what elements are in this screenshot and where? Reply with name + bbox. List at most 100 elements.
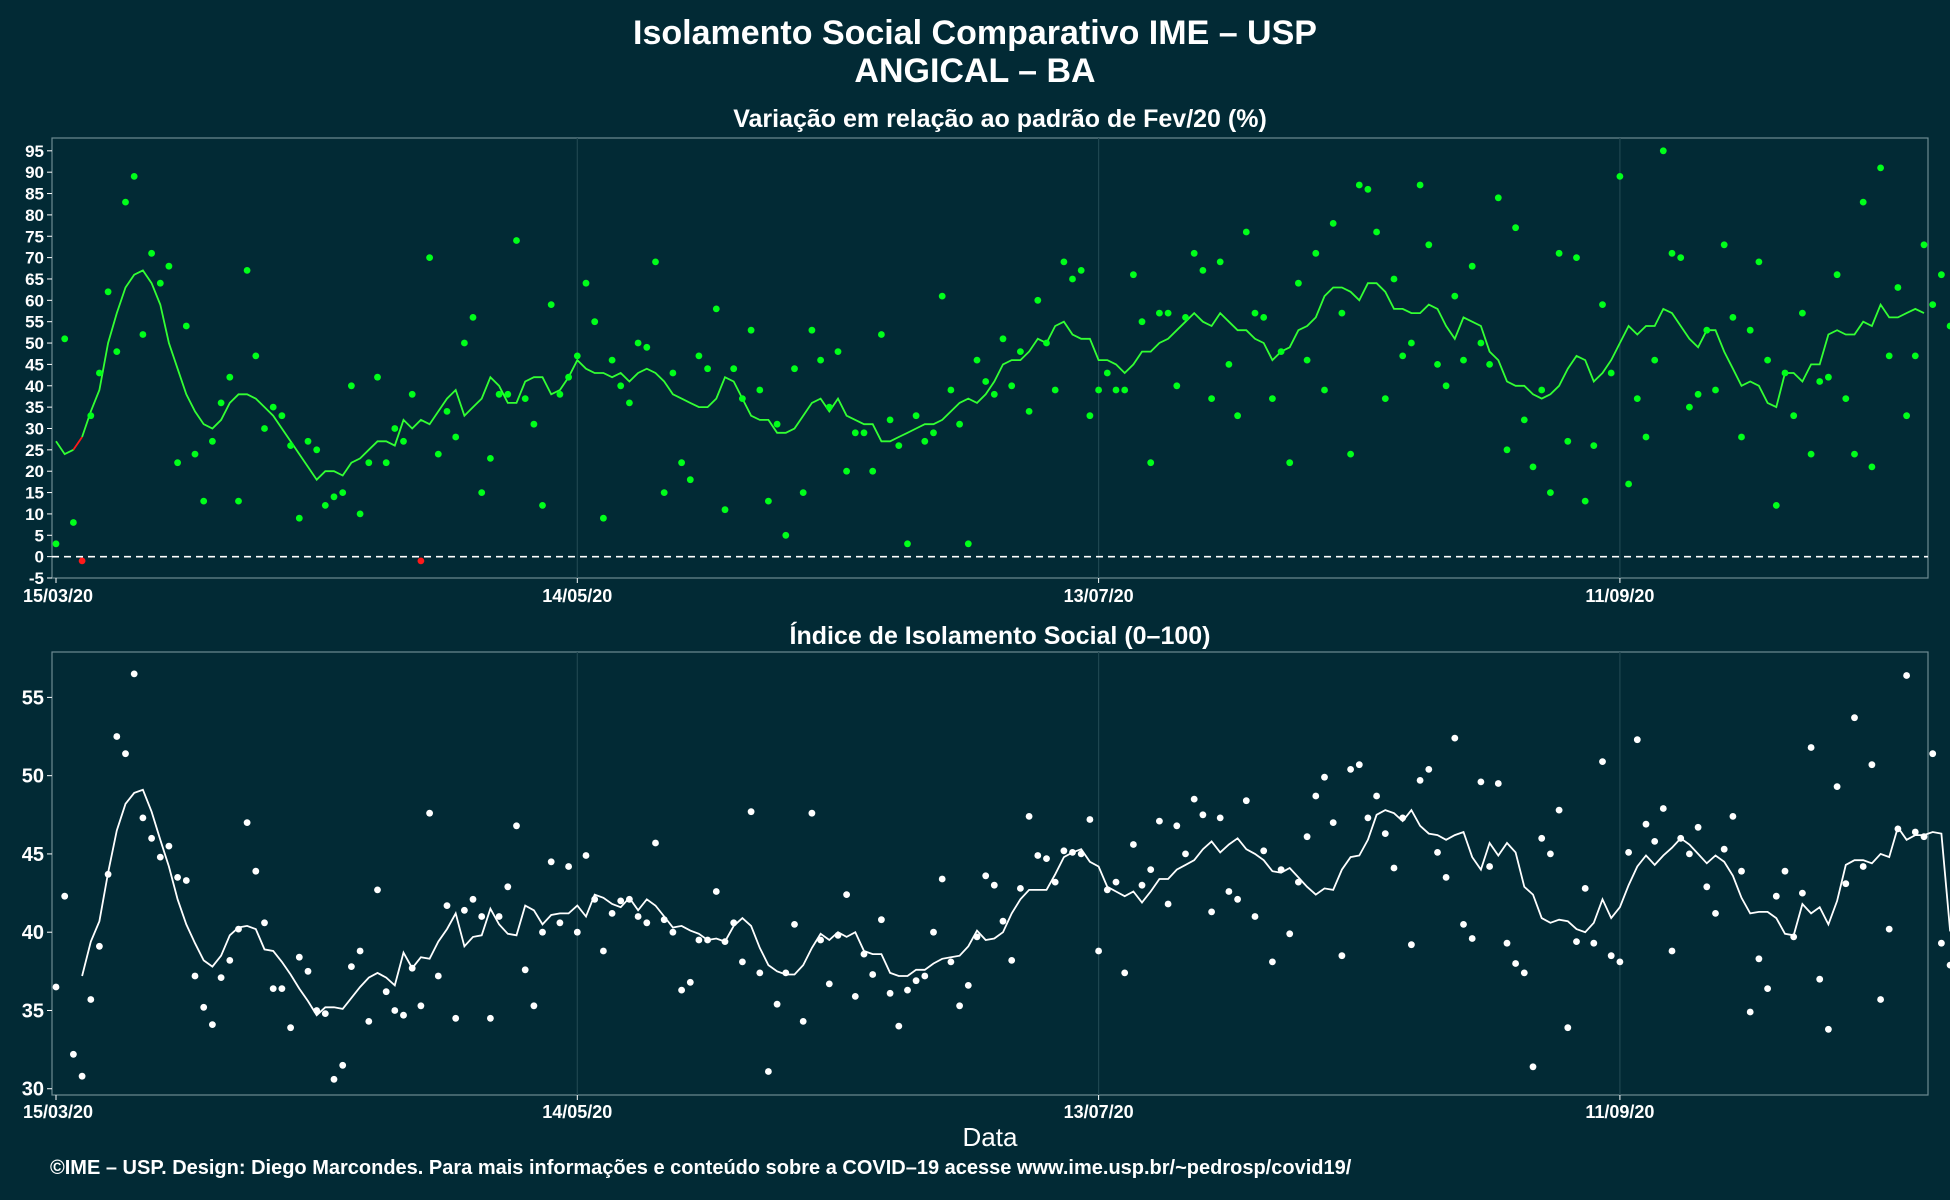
x-tick-label: 11/09/20 [1585, 586, 1654, 606]
data-point [1694, 823, 1702, 831]
data-point [139, 814, 147, 822]
data-point [1746, 1008, 1754, 1016]
data-point [269, 403, 277, 411]
data-point [912, 977, 920, 985]
data-point [1164, 900, 1172, 908]
data-point [1008, 957, 1016, 964]
data-point [1216, 258, 1224, 266]
data-point [1095, 386, 1102, 394]
data-point [938, 875, 946, 883]
data-point [765, 1068, 772, 1075]
data-point [1816, 378, 1824, 385]
data-point [1547, 489, 1554, 496]
data-point [1729, 314, 1737, 321]
data-point [947, 958, 955, 966]
data-point [226, 373, 234, 381]
plot-frame [51, 651, 1929, 1096]
data-point [304, 967, 312, 975]
data-point [1147, 866, 1155, 873]
data-point [1885, 925, 1893, 933]
data-point [1668, 947, 1676, 955]
data-point [1486, 863, 1493, 870]
data-point [930, 429, 937, 437]
data-point [782, 531, 790, 539]
data-point [1468, 935, 1476, 942]
data-point [321, 502, 329, 509]
data-point [1164, 309, 1172, 317]
data-point [1677, 254, 1685, 261]
data-point [1399, 352, 1407, 360]
data-point [495, 390, 503, 398]
data-point [330, 1075, 338, 1083]
data-point [1590, 939, 1598, 947]
data-point [1069, 275, 1076, 283]
data-point [1520, 969, 1528, 977]
data-point [243, 819, 251, 826]
y-tick-label: 80 [25, 206, 44, 225]
data-point [1381, 395, 1389, 402]
data-point [1842, 880, 1850, 888]
data-point [1720, 241, 1728, 249]
data-point [1390, 275, 1398, 283]
data-point [382, 988, 390, 996]
data-point [1208, 908, 1215, 916]
y-tick-label: 55 [25, 313, 44, 332]
y-tick-label: 30 [22, 1079, 44, 1101]
data-point [1625, 480, 1632, 488]
data-point [252, 352, 260, 360]
data-point [982, 872, 990, 880]
data-point [539, 928, 546, 936]
data-point [235, 497, 242, 505]
data-point [104, 288, 112, 296]
data-point [348, 382, 355, 390]
data-point [1199, 811, 1207, 819]
data-point [886, 989, 894, 997]
y-tick-label: 45 [25, 355, 44, 374]
data-point [469, 895, 477, 903]
data-point [1607, 952, 1615, 960]
data-point [122, 750, 129, 758]
y-tick-label: 35 [22, 1000, 44, 1022]
data-point [1712, 910, 1719, 917]
y-tick-label: 95 [25, 142, 44, 161]
data-point [686, 476, 694, 484]
data-point [617, 897, 625, 905]
data-point [1277, 348, 1285, 355]
data-point [1138, 318, 1146, 326]
data-point [1130, 841, 1137, 848]
data-point [365, 1018, 373, 1025]
x-tick-label: 14/05/20 [542, 1102, 612, 1122]
data-point [443, 902, 451, 909]
data-point [1555, 249, 1563, 257]
data-point [1095, 947, 1102, 955]
data-point [182, 322, 190, 330]
data-point [582, 852, 590, 859]
data-point [799, 1018, 807, 1025]
data-point [1390, 864, 1398, 872]
data-point [96, 369, 103, 377]
data-point [1451, 734, 1459, 742]
data-point [287, 442, 294, 449]
data-point [1225, 888, 1233, 895]
data-point [747, 808, 755, 816]
data-point [530, 420, 538, 428]
data-point [1373, 792, 1380, 800]
data-point [1086, 816, 1094, 823]
data-point [1303, 356, 1311, 364]
data-point [87, 996, 95, 1003]
data-point [1138, 881, 1146, 889]
data-point [1173, 382, 1181, 390]
data-point [1060, 847, 1068, 855]
y-tick-label: -5 [29, 569, 44, 588]
data-point [1364, 185, 1372, 193]
data-point [269, 985, 277, 992]
data-point [869, 971, 877, 978]
data-point [973, 356, 981, 364]
data-point [156, 279, 164, 287]
y-tick-label: 50 [22, 766, 44, 788]
data-point [1894, 284, 1902, 291]
data-point [417, 1002, 425, 1010]
data-point [530, 1002, 538, 1010]
data-point [1651, 356, 1659, 364]
data-point [799, 489, 807, 496]
